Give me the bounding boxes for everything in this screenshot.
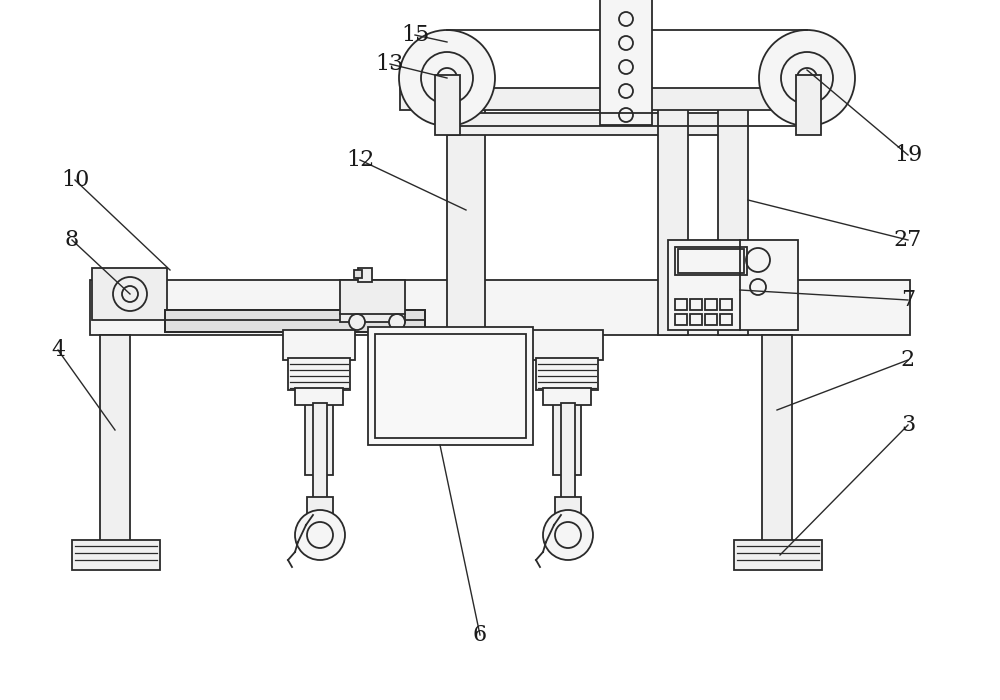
Text: 7: 7 [901, 289, 915, 311]
Circle shape [295, 510, 345, 560]
Bar [447, 100, 485, 335]
Text: 12: 12 [346, 149, 374, 171]
Bar [288, 358, 350, 390]
Bar [762, 335, 792, 545]
Bar [313, 403, 327, 500]
Bar [678, 249, 744, 273]
Bar [690, 314, 702, 325]
Circle shape [399, 30, 495, 126]
Bar [354, 270, 362, 278]
Bar [553, 335, 581, 475]
Text: 15: 15 [401, 24, 429, 46]
Bar [305, 335, 333, 475]
Text: 19: 19 [894, 144, 922, 166]
Bar [705, 314, 717, 325]
Bar [165, 320, 425, 332]
Bar [720, 314, 732, 325]
Bar [555, 497, 581, 515]
Bar [720, 299, 732, 310]
Bar [718, 100, 748, 335]
Bar [600, 0, 652, 125]
Text: 2: 2 [901, 349, 915, 371]
Circle shape [349, 314, 365, 330]
Circle shape [543, 510, 593, 560]
Text: 3: 3 [901, 414, 915, 436]
Bar [734, 540, 822, 570]
Bar [668, 240, 798, 330]
Circle shape [113, 277, 147, 311]
Bar [340, 280, 405, 322]
Bar [690, 299, 702, 310]
Bar [543, 388, 591, 405]
Text: 13: 13 [376, 53, 404, 75]
Bar [536, 358, 598, 390]
Bar [705, 299, 717, 310]
Circle shape [389, 314, 405, 330]
Text: 6: 6 [473, 624, 487, 646]
Circle shape [759, 30, 855, 126]
Bar [165, 310, 425, 322]
Bar [358, 268, 372, 282]
Bar [675, 299, 687, 310]
Bar [90, 280, 910, 335]
Text: 8: 8 [65, 229, 79, 251]
Bar [447, 113, 732, 135]
Bar [72, 540, 160, 570]
Text: 10: 10 [61, 169, 89, 191]
Bar [100, 335, 130, 545]
Bar [675, 247, 747, 275]
Bar [675, 314, 687, 325]
Bar [283, 330, 355, 360]
Bar [92, 268, 167, 320]
Bar [796, 75, 821, 135]
Bar [295, 388, 343, 405]
Bar [307, 497, 333, 515]
Bar [658, 100, 688, 335]
Bar [531, 330, 603, 360]
Text: 27: 27 [894, 229, 922, 251]
Bar [368, 327, 533, 445]
Bar [400, 88, 840, 110]
Bar [375, 334, 526, 438]
Bar [435, 75, 460, 135]
Bar [561, 403, 575, 500]
Bar [165, 310, 425, 332]
Text: 4: 4 [51, 339, 65, 361]
